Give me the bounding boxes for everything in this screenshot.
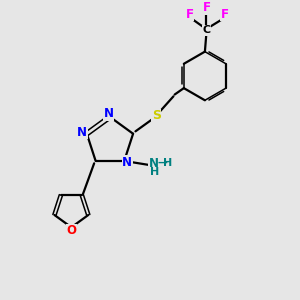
- Text: O: O: [66, 224, 76, 237]
- Text: F: F: [186, 8, 194, 21]
- Text: N: N: [77, 126, 87, 139]
- Text: N: N: [122, 156, 132, 169]
- Text: N: N: [103, 107, 113, 120]
- Text: H: H: [150, 167, 159, 177]
- Text: F: F: [202, 1, 210, 14]
- Text: N: N: [149, 158, 159, 170]
- Text: C: C: [202, 25, 210, 35]
- Text: —: —: [157, 158, 167, 168]
- Text: H: H: [163, 158, 172, 168]
- Text: S: S: [152, 110, 161, 122]
- Text: F: F: [221, 8, 229, 21]
